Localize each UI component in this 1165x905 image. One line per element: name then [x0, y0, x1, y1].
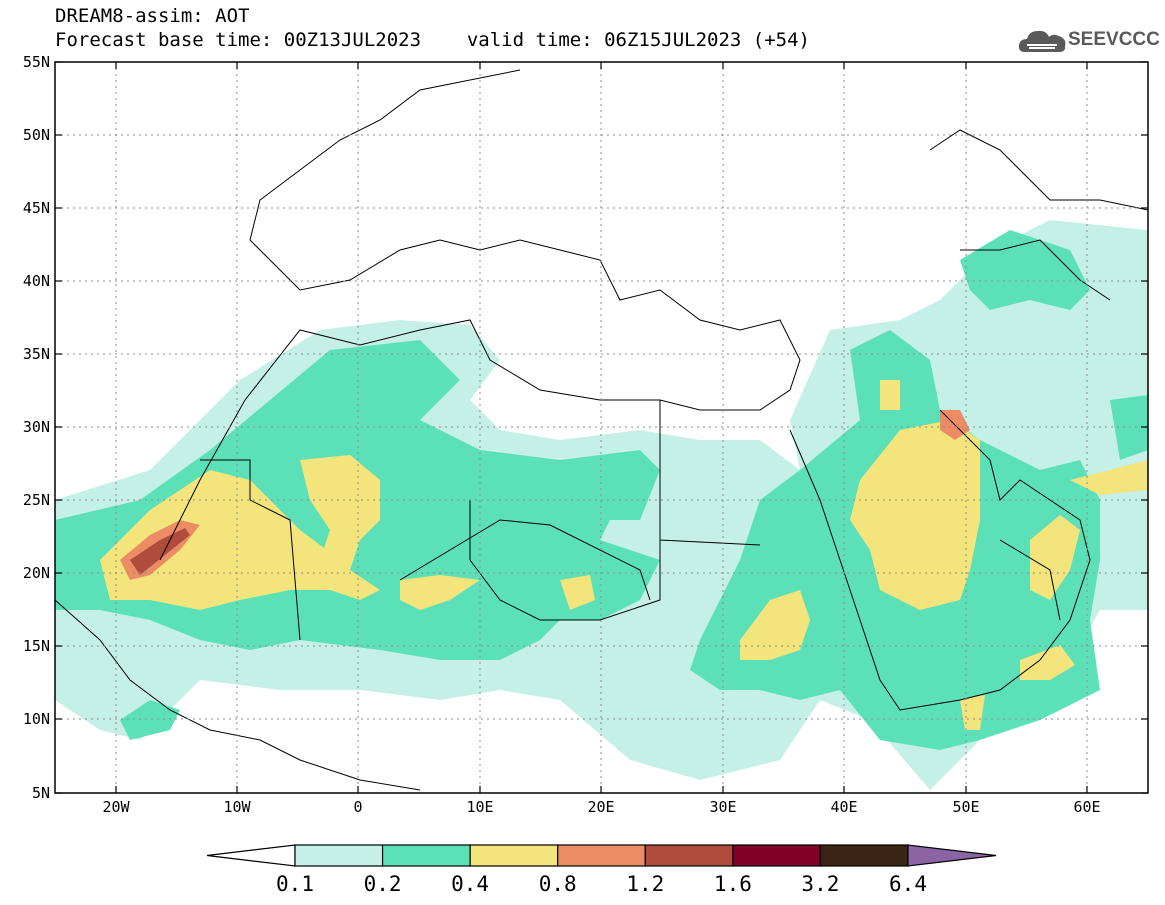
- colorbar-label-0.2: 0.2: [364, 872, 402, 896]
- forecast-times: Forecast base time: 00Z13JUL2023 valid t…: [55, 30, 810, 50]
- valid-time: valid time: 06Z15JUL2023 (+54): [466, 29, 810, 51]
- colorbar-label-0.4: 0.4: [451, 872, 489, 896]
- colorbar: 0.1 0.2 0.4 0.8 1.2 1.6 3.2 6.4: [206, 844, 997, 896]
- latitude-labels: 55N 50N 45N 40N 35N 30N 25N 20N 15N 10N …: [23, 53, 50, 802]
- lat-label-10n: 10N: [23, 710, 50, 728]
- lat-label-30n: 30N: [23, 418, 50, 436]
- colorbar-swatch-0.2: [381, 844, 471, 867]
- lat-label-20n: 20N: [23, 564, 50, 582]
- lat-label-35n: 35N: [23, 345, 50, 363]
- lon-label-30e: 30E: [709, 798, 736, 816]
- colorbar-high-arrow: [907, 844, 997, 867]
- colorbar-label-1.6: 1.6: [714, 872, 752, 896]
- colorbar-swatch-0.4: [469, 844, 559, 867]
- colorbar-swatch-1.6: [732, 844, 822, 867]
- lon-label-20w: 20W: [102, 798, 130, 816]
- colorbar-label-6.4: 6.4: [889, 872, 927, 896]
- lat-label-40n: 40N: [23, 272, 50, 290]
- colorbar-label-1.2: 1.2: [626, 872, 664, 896]
- colorbar-swatch-0.8: [557, 844, 646, 867]
- lon-label-10e: 10E: [466, 798, 493, 816]
- colorbar-swatch-1.2: [644, 844, 734, 867]
- coastlines-borders: [55, 69, 1148, 791]
- lon-label-0: 0: [353, 798, 362, 816]
- axis-ticks: [55, 61, 1148, 794]
- graticule: [55, 62, 1148, 793]
- colorbar-label-3.2: 3.2: [801, 872, 839, 896]
- lon-label-10w: 10W: [223, 798, 251, 816]
- lon-label-50e: 50E: [952, 798, 979, 816]
- lat-label-45n: 45N: [23, 199, 50, 217]
- colorbar-swatch-0.1: [294, 844, 384, 867]
- lat-label-15n: 15N: [23, 637, 50, 655]
- lon-label-40e: 40E: [830, 798, 857, 816]
- colorbar-low-arrow: [206, 844, 296, 867]
- aot-level-0.4: [100, 380, 1148, 730]
- lat-label-55n: 55N: [23, 53, 50, 71]
- lat-label-50n: 50N: [23, 126, 50, 144]
- cloud-icon: [1018, 30, 1066, 52]
- base-time: Forecast base time: 00Z13JUL2023: [55, 29, 422, 51]
- lat-label-25n: 25N: [23, 491, 50, 509]
- lon-label-60e: 60E: [1073, 798, 1100, 816]
- lon-label-20e: 20E: [587, 798, 614, 816]
- aot-level-1.2: [130, 528, 190, 575]
- colorbar-label-0.8: 0.8: [539, 872, 577, 896]
- longitude-labels: 20W 10W 0 10E 20E 30E 40E 50E 60E: [102, 798, 1100, 816]
- colorbar-label-0.1: 0.1: [276, 872, 314, 896]
- colorbar-labels: 0.1 0.2 0.4 0.8 1.2 1.6 3.2 6.4: [276, 872, 927, 896]
- logo-text: SEEVCCC: [1068, 29, 1160, 50]
- chart-title: DREAM8-assim: AOT: [55, 5, 250, 27]
- lat-label-5n: 5N: [32, 784, 50, 802]
- colorbar-swatch-3.2: [819, 844, 909, 867]
- seevccc-logo: SEEVCCC: [1017, 24, 1160, 58]
